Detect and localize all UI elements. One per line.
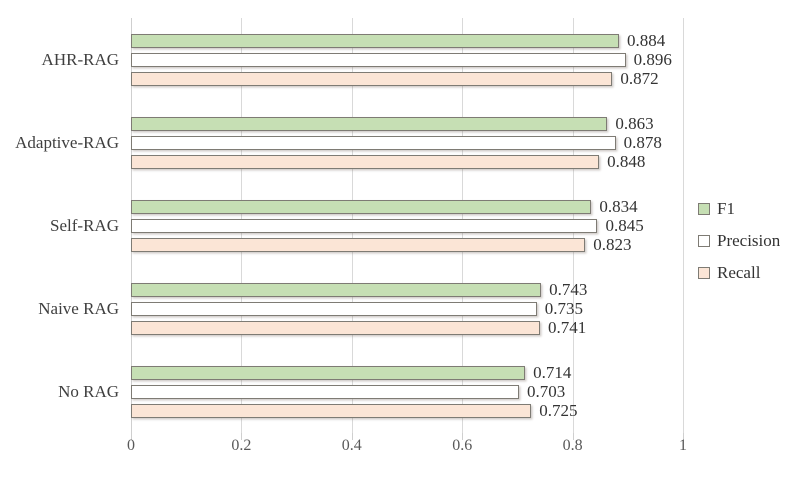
x-axis-tick [462,433,464,440]
x-tick-label: 1 [679,437,687,454]
value-label: 0.845 [605,215,644,235]
chart-legend: F1 Precision Recall [698,199,780,295]
value-label: 0.703 [527,381,566,401]
bar-precision-ahr-rag [131,52,626,67]
bar-recall-self-rag [131,237,586,252]
x-axis-tick [683,433,684,440]
bar-recall-no-rag [131,403,532,418]
x-axis-tick [241,433,243,440]
value-label: 0.741 [548,317,587,337]
value-label: 0.725 [539,400,578,420]
category-label: AHR-RAG [41,49,119,69]
value-label: 0.823 [593,234,632,254]
value-label: 0.896 [633,49,672,69]
bar-precision-adaptive-rag [131,135,616,150]
bar-recall-naive-rag [131,320,541,335]
legend-label: Recall [717,263,761,282]
bar-f1-no-rag [131,365,526,380]
value-label: 0.848 [607,151,646,171]
category-label: Naive RAG [38,298,119,318]
category-label: Self-RAG [50,215,119,235]
legend-swatch-precision [698,235,710,247]
x-tick-label: 0.4 [341,437,362,454]
legend-label: F1 [717,199,735,218]
value-label: 0.834 [599,196,638,216]
legend-label: Precision [717,231,781,250]
category-label: No RAG [58,381,119,401]
x-axis-tick [351,433,353,440]
bar-precision-no-rag [131,384,520,399]
bar-f1-naive-rag [131,282,542,297]
legend-swatch-recall [698,267,710,279]
gridline [683,18,684,433]
x-axis-tick [131,433,132,440]
legend-swatch-f1 [698,203,710,215]
bar-f1-adaptive-rag [131,116,608,131]
value-label: 0.714 [533,362,572,382]
bar-recall-adaptive-rag [131,154,600,169]
value-label: 0.884 [626,30,666,50]
value-label: 0.743 [549,279,588,299]
bar-f1-ahr-rag [131,33,619,48]
x-axis-tick [572,433,574,440]
x-tick-label: 0 [127,437,135,454]
legend-item-recall: Recall [698,263,780,283]
bar-precision-self-rag [131,218,598,233]
bar-f1-self-rag [131,199,592,214]
category-label: Adaptive-RAG [15,132,119,152]
legend-item-precision: Precision [698,231,780,251]
value-label: 0.863 [615,113,654,133]
bar-recall-ahr-rag [131,71,613,86]
value-label: 0.878 [623,132,662,152]
legend-item-f1: F1 [698,199,780,219]
value-label: 0.735 [544,298,583,318]
x-tick-label: 0.2 [231,437,252,454]
x-tick-label: 0.6 [452,437,473,454]
value-label: 0.872 [620,68,659,88]
plot-area: 0.884 0.896 0.872 0.863 0.878 0.848 0.834 0.845… [131,18,684,440]
x-tick-label: 0.8 [562,437,583,454]
bar-precision-naive-rag [131,301,537,316]
